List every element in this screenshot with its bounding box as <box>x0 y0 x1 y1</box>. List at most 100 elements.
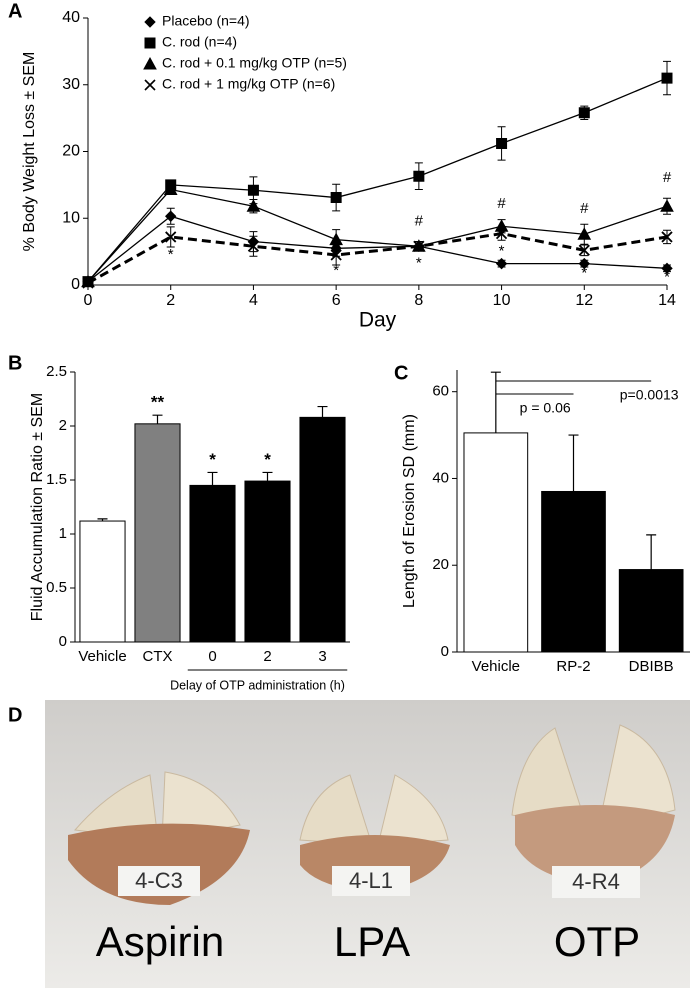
data-point <box>578 244 590 256</box>
y-tick-label: 40 <box>432 469 449 486</box>
tissue-wing <box>511 727 589 831</box>
x-tick-label: 2 <box>166 292 175 309</box>
error-bar <box>207 471 218 486</box>
data-point <box>661 262 673 275</box>
error-bar <box>568 434 579 492</box>
specimen-label: LPA <box>334 918 410 965</box>
data-point <box>578 257 590 270</box>
legend-marker <box>143 56 157 70</box>
x-tick-label: 14 <box>658 292 676 309</box>
y-tick-label: 60 <box>432 383 449 400</box>
data-point <box>247 184 259 196</box>
y-axis-label: Length of Erosion SD (mm) <box>401 414 418 608</box>
data-point <box>165 210 177 222</box>
tissue-wing <box>597 724 676 831</box>
significance-label: * <box>264 450 271 469</box>
bar <box>134 423 181 643</box>
y-tick-label: 1 <box>59 525 67 542</box>
legend-marker <box>144 16 156 28</box>
y-tick-label: 20 <box>62 143 80 160</box>
tag-card <box>118 866 200 896</box>
photo-panel: D 4-C3 Aspirin 4-L1 LPA 4-R4 OTP <box>8 700 690 988</box>
data-point <box>329 232 343 246</box>
data-point <box>163 182 178 196</box>
comparison-label: p=0.0013 <box>620 387 679 403</box>
significance-label: * <box>209 450 216 469</box>
x-tick-label: 0 <box>84 292 93 309</box>
y-tick-label: 2.5 <box>46 363 67 380</box>
annotation: * <box>333 262 339 279</box>
legend-label: C. rod + 0.1 mg/kg OTP (n=5) <box>162 55 347 71</box>
y-tick-label: 2 <box>59 417 67 434</box>
x-tick-label: 2 <box>263 648 271 665</box>
x-tick-label: 3 <box>318 648 326 665</box>
annotation: # <box>663 169 672 186</box>
data-point <box>495 257 508 270</box>
data-point <box>661 231 673 243</box>
group-label: Delay of OTP administration (h) <box>170 678 345 692</box>
specimen-label: Aspirin <box>96 918 224 965</box>
x-tick-label: 0 <box>208 648 216 665</box>
bar <box>244 480 291 643</box>
annotation: * <box>581 265 587 282</box>
y-tick-label: 0 <box>441 643 449 660</box>
y-tick-label: 20 <box>432 556 449 573</box>
tissue-wing <box>74 774 159 841</box>
x-tick-label: 12 <box>575 292 593 309</box>
data-point <box>330 192 342 204</box>
x-tick-label: 8 <box>414 292 423 309</box>
data-point <box>413 170 425 182</box>
x-axis-label: Day <box>359 309 397 332</box>
x-tick-label: 6 <box>332 292 341 309</box>
data-point <box>660 199 674 212</box>
x-tick-label: CTX <box>143 648 173 665</box>
tissue-body <box>515 805 675 885</box>
data-point <box>165 231 177 243</box>
annotation: * <box>664 269 670 286</box>
error-bar <box>317 405 328 418</box>
data-point <box>495 227 508 240</box>
series-line <box>87 188 668 283</box>
y-tick-label: 1.5 <box>46 471 67 488</box>
y-tick-label: 10 <box>62 209 80 226</box>
annotation: # <box>497 195 506 212</box>
panel-letter: D <box>8 704 22 726</box>
panel-letter: A <box>8 0 22 22</box>
annotation: * <box>168 246 174 263</box>
comparison-label: p = 0.06 <box>520 400 571 416</box>
tag-card <box>552 866 640 898</box>
panel-letter: C <box>394 362 408 384</box>
bar <box>299 416 346 643</box>
specimen-tag: 4-C3 <box>135 868 183 893</box>
bar <box>463 432 529 653</box>
error-bar <box>152 414 163 424</box>
series-line <box>87 77 668 283</box>
data-point <box>496 137 508 149</box>
y-tick-label: 0 <box>71 276 80 293</box>
bar <box>618 569 684 653</box>
data-point <box>82 277 94 289</box>
annotation: * <box>416 255 422 272</box>
specimen: 4-C3 Aspirin <box>68 771 250 965</box>
x-tick-label: 4 <box>249 292 258 309</box>
annotation: * <box>499 243 505 260</box>
data-point <box>330 249 342 261</box>
specimen: 4-L1 LPA <box>299 774 450 965</box>
error-bar <box>490 371 501 433</box>
significance-label: ** <box>151 393 165 412</box>
legend-marker <box>144 79 156 91</box>
y-tick-label: 30 <box>62 76 80 93</box>
x-tick-label: DBIBB <box>629 658 674 675</box>
tissue-body <box>68 823 250 905</box>
x-tick-label: Vehicle <box>472 658 520 675</box>
legend-marker <box>144 37 156 49</box>
data-point <box>246 199 261 212</box>
legend-label: C. rod + 1 mg/kg OTP (n=6) <box>162 76 335 92</box>
data-point <box>247 240 260 252</box>
specimen-tag: 4-L1 <box>349 868 393 893</box>
tissue-wing <box>161 771 241 841</box>
specimen-tag: 4-R4 <box>572 869 620 894</box>
legend-label: Placebo (n=4) <box>162 13 250 29</box>
specimen-label: OTP <box>554 918 640 965</box>
